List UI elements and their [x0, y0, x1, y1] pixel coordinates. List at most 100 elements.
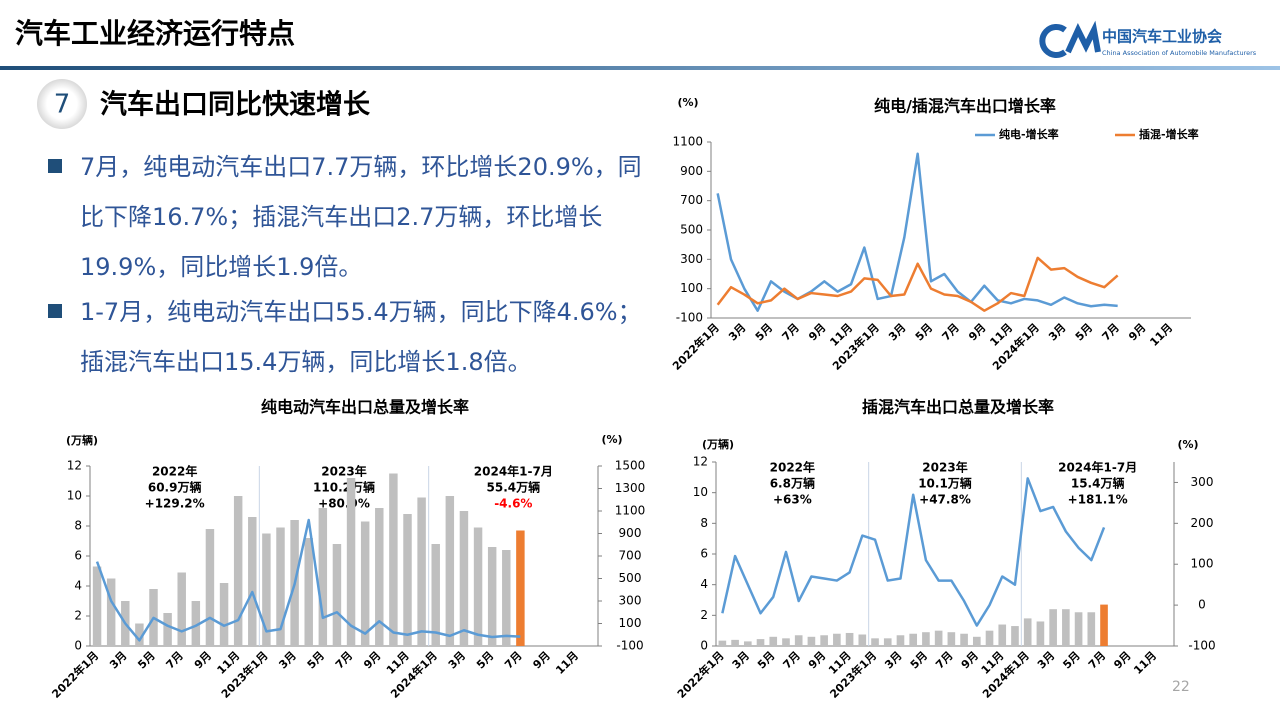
x-tick-label: 11月	[1131, 649, 1159, 677]
bar	[1087, 612, 1096, 646]
y-tick-label: 8	[700, 516, 708, 530]
x-tick-label: 11月	[1147, 321, 1175, 349]
annotation-amount: 60.9万辆	[148, 480, 202, 495]
x-tick-label: 7月	[1086, 649, 1108, 671]
y-tick-label: 12	[693, 455, 708, 469]
x-tick-label: 9月	[966, 321, 988, 343]
bar	[389, 473, 398, 646]
bar	[375, 508, 384, 646]
bar	[718, 640, 727, 646]
y-tick-label: 4	[74, 579, 82, 593]
bar	[756, 639, 765, 646]
y-axis-label: (万辆)	[702, 437, 734, 451]
annotation-amount: 6.8万辆	[770, 476, 815, 491]
y2-tick-label: 900	[619, 526, 642, 540]
bar	[502, 550, 511, 646]
x-tick-label: 5月	[908, 649, 930, 671]
bar	[276, 527, 285, 646]
line-series	[716, 152, 1118, 312]
bar	[820, 635, 828, 646]
bar	[135, 623, 144, 646]
x-tick-label: 9月	[361, 649, 383, 671]
x-tick-label: 3月	[886, 321, 908, 343]
x-tick-label: 9月	[1126, 321, 1148, 343]
bar	[233, 496, 243, 646]
chart-title: 纯电/插混汽车出口增长率	[874, 97, 1056, 116]
y-tick-label: 8	[74, 519, 82, 533]
bar	[163, 613, 172, 646]
logo-name: 中国汽车工业协会	[1102, 28, 1222, 46]
bar	[1062, 609, 1070, 646]
y-axis-label: (%)	[677, 96, 698, 109]
bar	[205, 529, 215, 646]
y2-tick-label: 0	[1198, 598, 1206, 612]
bar	[845, 632, 854, 646]
x-tick-label: 2022年1月	[674, 648, 727, 701]
y-tick-label: 100	[680, 281, 703, 295]
y-tick-label: 0	[700, 639, 708, 653]
y-tick-label: 6	[74, 549, 82, 563]
x-tick-label: 2022年1月	[669, 320, 722, 373]
x-tick-label: 5月	[305, 649, 327, 671]
x-tick-label: 3月	[1035, 649, 1057, 671]
annotation-label: 2023年	[321, 464, 366, 479]
y2-axis-label: (%)	[601, 433, 622, 446]
x-tick-label: 3月	[446, 649, 468, 671]
bar	[896, 635, 905, 646]
y-tick-label: -100	[676, 311, 703, 325]
header-rule	[0, 66, 1280, 70]
logo-english: China Association of Automobile Manufact…	[1102, 49, 1257, 57]
x-tick-label: 9月	[806, 649, 828, 671]
y-tick-label: 700	[680, 193, 703, 207]
y2-tick-label: 500	[619, 571, 642, 585]
bar	[985, 630, 994, 646]
bar	[417, 497, 426, 646]
bar	[318, 508, 328, 646]
y-tick-label: 300	[680, 252, 703, 266]
y-tick-label: 1100	[672, 135, 703, 149]
y2-tick-label: 1100	[615, 504, 646, 518]
bullet-marker	[48, 159, 62, 173]
bar	[1049, 609, 1057, 646]
bullet-text: 1-7月，纯电动汽车出口55.4万辆，同比下降4.6%；插混汽车出口15.4万辆…	[80, 298, 642, 376]
chart-title: 插混汽车出口总量及增长率	[862, 398, 1054, 417]
x-tick-label: 5月	[1060, 649, 1082, 671]
bar	[445, 496, 455, 646]
bar	[403, 514, 412, 646]
y-tick-label: 2	[700, 608, 708, 622]
bar	[191, 601, 201, 646]
line-series	[721, 477, 1106, 627]
bar	[106, 578, 116, 646]
section-title: 汽车出口同比快速增长	[100, 89, 371, 121]
bar	[731, 639, 739, 646]
section-number: 7	[54, 90, 71, 120]
bar	[516, 530, 525, 646]
x-tick-label: 3月	[730, 649, 752, 671]
annotation-change: +63%	[773, 493, 812, 507]
bar	[1011, 626, 1019, 646]
bar	[177, 572, 186, 646]
x-tick-label: 2022年1月	[49, 648, 102, 701]
bar	[858, 634, 867, 646]
bar	[871, 638, 879, 646]
annotation-change: +181.1%	[1068, 493, 1128, 507]
bar	[219, 583, 229, 646]
y-tick-label: 500	[680, 223, 703, 237]
bar	[487, 547, 497, 646]
y2-tick-label: -100	[616, 639, 643, 653]
bar	[769, 636, 778, 646]
bar	[1074, 612, 1083, 646]
y2-tick-label: 200	[1191, 516, 1214, 530]
x-tick-label: 7月	[940, 321, 962, 343]
bar	[332, 544, 342, 646]
bar	[431, 544, 440, 646]
bar	[473, 527, 483, 646]
y-tick-label: 10	[67, 489, 82, 503]
bar	[1036, 621, 1045, 646]
bar	[960, 633, 968, 646]
x-tick-label: 5月	[135, 649, 157, 671]
bar	[1100, 604, 1108, 646]
annotation-label: 2022年	[152, 464, 197, 479]
bar	[304, 538, 313, 646]
